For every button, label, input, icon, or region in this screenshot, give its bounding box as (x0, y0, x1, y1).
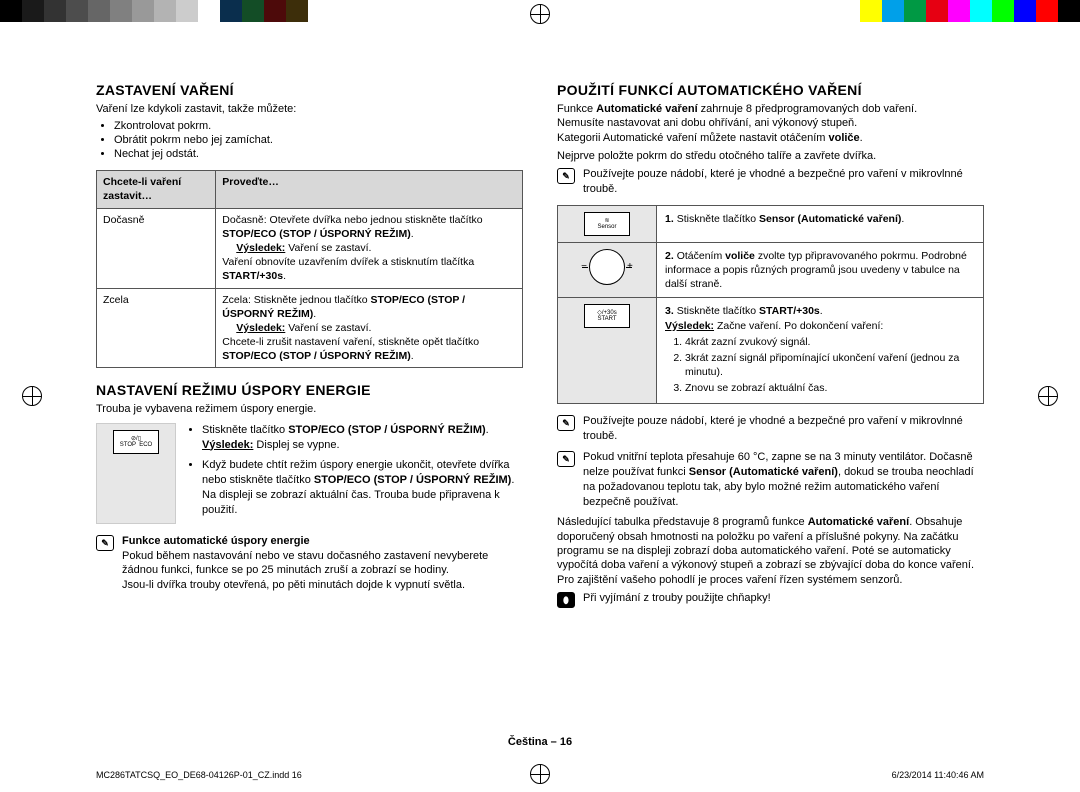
note-cookware-1: ✎ Používejte pouze nádobí, které je vhod… (557, 167, 984, 197)
energy-intro: Trouba je vybavena režimem úspory energi… (96, 402, 523, 416)
note-icon: ✎ (96, 535, 114, 551)
table-header: Chcete-li vaření zastavit… (97, 171, 216, 208)
note-icon: ✎ (557, 451, 575, 467)
table-row: ≋ Sensor 1. Stiskněte tlačítko Sensor (A… (558, 205, 984, 242)
note-cookware-2: ✎ Používejte pouze nádobí, které je vhod… (557, 414, 984, 444)
registration-mark-icon (530, 4, 550, 24)
sensor-button-icon: ≋ Sensor (584, 212, 630, 236)
left-column: ZASTAVENÍ VAŘENÍ Vaření lze kdykoli zast… (96, 82, 523, 722)
intro-text: Vaření lze kdykoli zastavit, takže můžet… (96, 102, 523, 116)
note-auto-energy: ✎ Funkce automatické úspory energie Poku… (96, 534, 523, 593)
page-footer: Čeština – 16 (0, 736, 1080, 748)
table-row: Zcela Zcela: Stiskněte jednou tlačítko S… (97, 288, 523, 368)
file-meta-right: 6/23/2014 11:40:46 AM (892, 770, 984, 780)
right-column: POUŽITÍ FUNKCÍ AUTOMATICKÉHO VAŘENÍ Funk… (557, 82, 984, 722)
dial-icon (589, 249, 625, 285)
note-temperature: ✎ Pokud vnitřní teplota přesahuje 60 °C,… (557, 450, 984, 509)
table-row: ◇/+30s START 3. Stiskněte tlačítko START… (558, 298, 984, 404)
table-row: − + 2. Otáčením voliče zvolte typ připra… (558, 242, 984, 298)
stop-eco-button-icon: ⊘/▯ STOP ECO (113, 430, 159, 454)
registration-mark-icon (22, 386, 42, 406)
heading-energy-saving: NASTAVENÍ REŽIMU ÚSPORY ENERGIE (96, 382, 523, 398)
note-icon: ✎ (557, 415, 575, 431)
page-content: ZASTAVENÍ VAŘENÍ Vaření lze kdykoli zast… (96, 82, 984, 722)
file-meta-left: MC286TATCSQ_EO_DE68-04126P-01_CZ.indd 16 (96, 770, 302, 780)
auto-cook-steps-table: ≋ Sensor 1. Stiskněte tlačítko Sensor (A… (557, 205, 984, 405)
heading-auto-cook: POUŽITÍ FUNKCÍ AUTOMATICKÉHO VAŘENÍ (557, 82, 984, 98)
registration-mark-icon (530, 764, 550, 784)
intro-bullets: Zkontrolovat pokrm. Obrátit pokrm nebo j… (114, 120, 523, 160)
note-oven-mitts: ⬮ Při vyjímání z trouby použijte chňapky… (557, 591, 984, 608)
table-header: Proveďte… (216, 171, 523, 208)
note-icon: ✎ (557, 168, 575, 184)
registration-mark-icon (1038, 386, 1058, 406)
control-panel-illustration: ⊘/▯ STOP ECO (96, 423, 176, 524)
table-row: Dočasně Dočasně: Otevřete dvířka nebo je… (97, 208, 523, 288)
heading-stop-cooking: ZASTAVENÍ VAŘENÍ (96, 82, 523, 98)
stop-cooking-table: Chcete-li vaření zastavit… Proveďte… Doč… (96, 170, 523, 368)
energy-instruction-row: ⊘/▯ STOP ECO Stiskněte tlačítko STOP/ECO… (96, 423, 523, 524)
start-button-icon: ◇/+30s START (584, 304, 630, 328)
warning-icon: ⬮ (557, 592, 575, 608)
